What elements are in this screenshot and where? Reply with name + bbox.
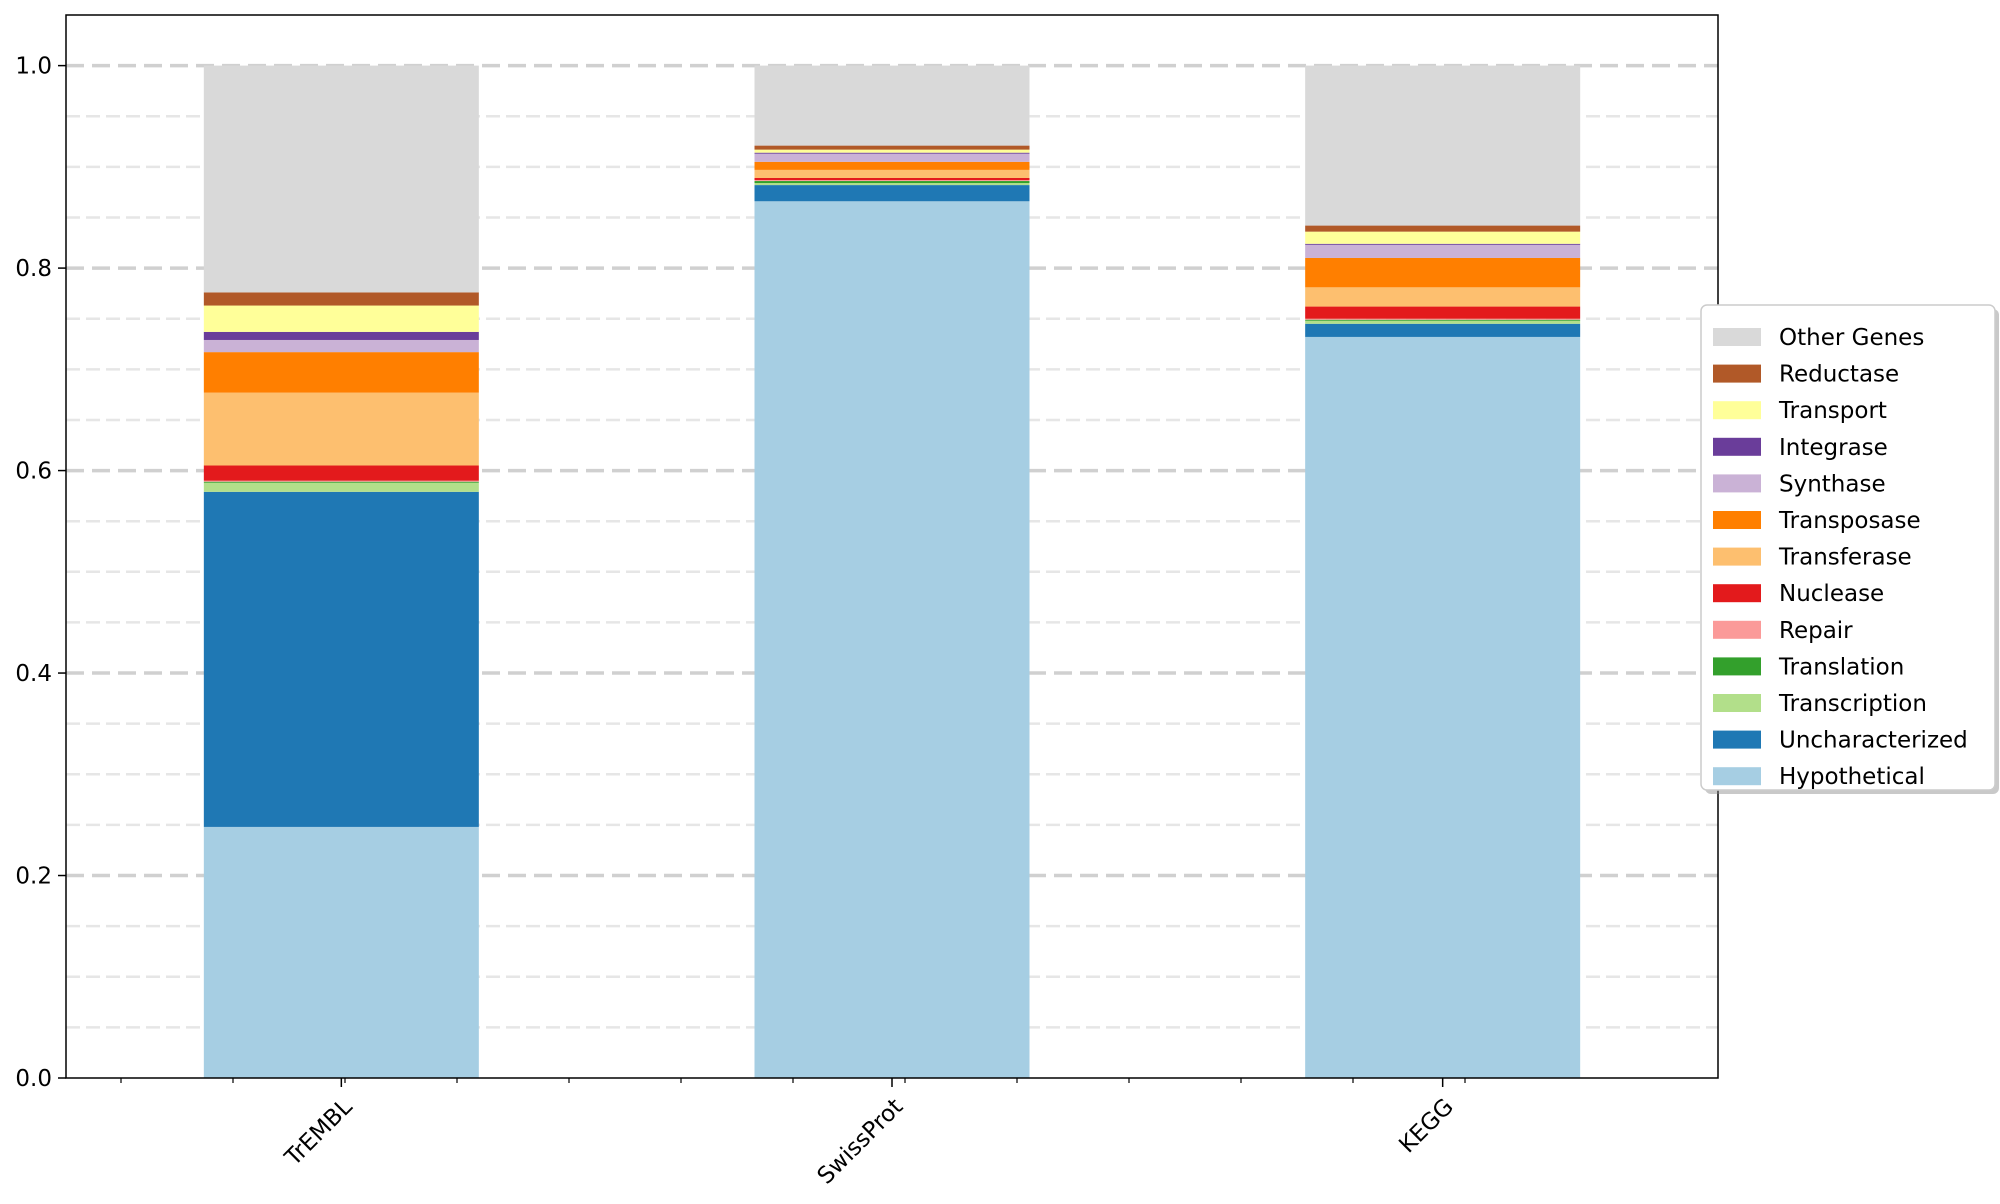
bar-segment-nuclease-kegg [1305, 306, 1581, 319]
y-tick-label: 1.0 [15, 54, 52, 80]
bar-segment-transferase-swissprot [754, 169, 1030, 178]
legend-swatch-hypothetical [1713, 767, 1761, 786]
legend-swatch-synthase [1713, 474, 1761, 493]
bar-segment-transport-kegg [1305, 231, 1581, 244]
legend-label-translation: Translation [1778, 654, 1904, 680]
legend-swatch-transcription [1713, 694, 1761, 712]
legend-swatch-transport [1713, 401, 1761, 420]
legend-label-integrase: Integrase [1779, 435, 1888, 461]
legend-label-uncharacterized: Uncharacterized [1779, 728, 1968, 754]
bar-segment-synthase-trembl [203, 339, 479, 353]
legend-label-synthase: Synthase [1779, 471, 1886, 497]
legend-label-nuclease: Nuclease [1779, 581, 1884, 607]
bar-segment-integrase-swissprot [754, 152, 1030, 154]
bar-segment-translation-swissprot [754, 181, 1030, 184]
bar-segment-repair-kegg [1305, 318, 1581, 320]
bar-segment-uncharacterized-swissprot [754, 185, 1030, 202]
legend-swatch-translation [1713, 657, 1761, 676]
y-tick-label: 0.2 [15, 864, 52, 890]
bar-segment-translation-trembl [203, 481, 479, 483]
bar-segment-transposase-trembl [203, 352, 479, 393]
bar-segment-transcription-kegg [1305, 320, 1581, 324]
bar-segment-transport-swissprot [754, 149, 1030, 153]
bar-segment-synthase-kegg [1305, 244, 1581, 258]
legend-label-reductase: Reductase [1779, 362, 1899, 388]
legend-label-transposase: Transposase [1778, 508, 1921, 534]
bar-segment-hypothetical-trembl [203, 826, 479, 1078]
bar-segment-transposase-swissprot [754, 161, 1030, 170]
bar-segment-other-genes-trembl [203, 65, 479, 293]
bar-segment-transport-trembl [203, 305, 479, 332]
bar-segment-transferase-kegg [1305, 287, 1581, 307]
legend-label-repair: Repair [1779, 618, 1853, 644]
legend-label-transport: Transport [1778, 398, 1887, 424]
legend-swatch-reductase [1713, 364, 1761, 383]
y-tick-label: 0.4 [15, 661, 52, 687]
bar-segment-other-genes-swissprot [754, 65, 1030, 146]
bar-segment-synthase-swissprot [754, 153, 1030, 162]
legend-label-transferase: Transferase [1778, 545, 1912, 571]
x-tick-label: TrEMBL [280, 1094, 358, 1172]
bar-segment-reductase-trembl [203, 292, 479, 306]
legend-swatch-nuclease [1713, 584, 1761, 603]
bar-segment-hypothetical-kegg [1305, 336, 1581, 1078]
legend-label-hypothetical: Hypothetical [1779, 764, 1925, 790]
legend-swatch-uncharacterized [1713, 730, 1761, 749]
bar-segment-other-genes-kegg [1305, 65, 1581, 226]
legend-swatch-transferase [1713, 547, 1761, 566]
legend-swatch-repair [1713, 620, 1761, 639]
legend-swatch-other-genes [1713, 328, 1761, 346]
bar-segment-nuclease-swissprot [754, 177, 1030, 181]
bar-segment-transposase-kegg [1305, 257, 1581, 288]
bar-segment-uncharacterized-kegg [1305, 323, 1581, 337]
legend-label-transcription: Transcription [1778, 691, 1927, 717]
bars [203, 65, 1581, 1079]
legend: Other Genes Reductase Transport Integrase Sy… [1700, 304, 1999, 794]
bar-segment-repair-trembl [203, 480, 479, 482]
bar-segment-reductase-swissprot [754, 145, 1030, 150]
bar-segment-uncharacterized-trembl [203, 491, 479, 827]
bar-segment-hypothetical-swissprot [754, 201, 1030, 1079]
x-tick-label: SwissProt [813, 1094, 909, 1190]
bar-segment-nuclease-trembl [203, 465, 479, 481]
x-tick-label: KEGG [1394, 1094, 1459, 1159]
legend-label-other-genes: Other Genes [1779, 325, 1924, 351]
y-tick-label: 0.8 [15, 256, 52, 282]
y-tick-label: 0.6 [15, 459, 52, 485]
legend-box [1700, 304, 1996, 791]
bar-segment-transcription-trembl [203, 482, 479, 492]
bar-segment-translation-kegg [1305, 319, 1581, 321]
bar-segment-integrase-trembl [203, 331, 479, 340]
bar-segment-reductase-kegg [1305, 225, 1581, 232]
bar-segment-integrase-kegg [1305, 243, 1581, 245]
y-tick-label: 0.0 [15, 1066, 52, 1092]
legend-swatch-integrase [1713, 437, 1761, 456]
bar-segment-repair-swissprot [754, 180, 1030, 182]
bar-segment-transcription-swissprot [754, 183, 1030, 186]
bar-segment-transferase-trembl [203, 392, 479, 466]
legend-swatch-transposase [1713, 511, 1761, 529]
